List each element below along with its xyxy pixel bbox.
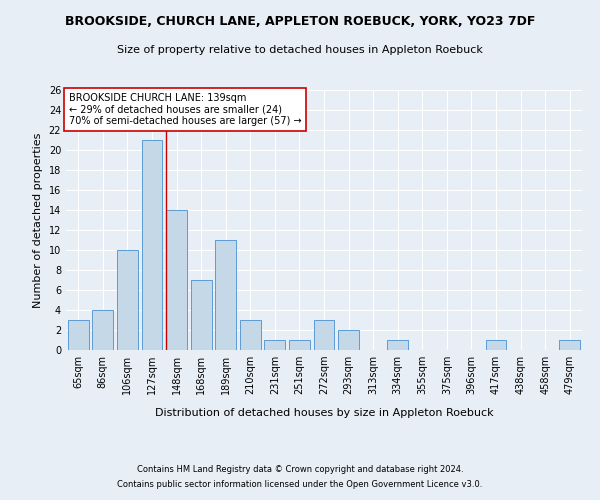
Bar	[92, 310, 113, 350]
Bar	[191, 280, 212, 350]
Bar	[240, 320, 261, 350]
Bar	[338, 330, 359, 350]
Bar	[68, 320, 89, 350]
Bar	[387, 340, 408, 350]
Text: Contains public sector information licensed under the Open Government Licence v3: Contains public sector information licen…	[118, 480, 482, 489]
Bar	[117, 250, 138, 350]
Bar	[215, 240, 236, 350]
Text: Size of property relative to detached houses in Appleton Roebuck: Size of property relative to detached ho…	[117, 45, 483, 55]
Y-axis label: Number of detached properties: Number of detached properties	[33, 132, 43, 308]
Bar	[289, 340, 310, 350]
Text: Contains HM Land Registry data © Crown copyright and database right 2024.: Contains HM Land Registry data © Crown c…	[137, 465, 463, 474]
Bar	[166, 210, 187, 350]
Text: Distribution of detached houses by size in Appleton Roebuck: Distribution of detached houses by size …	[155, 408, 493, 418]
Bar	[142, 140, 163, 350]
Bar	[314, 320, 334, 350]
Bar	[559, 340, 580, 350]
Text: BROOKSIDE, CHURCH LANE, APPLETON ROEBUCK, YORK, YO23 7DF: BROOKSIDE, CHURCH LANE, APPLETON ROEBUCK…	[65, 15, 535, 28]
Bar	[485, 340, 506, 350]
Bar	[265, 340, 286, 350]
Text: BROOKSIDE CHURCH LANE: 139sqm
← 29% of detached houses are smaller (24)
70% of s: BROOKSIDE CHURCH LANE: 139sqm ← 29% of d…	[68, 92, 301, 126]
